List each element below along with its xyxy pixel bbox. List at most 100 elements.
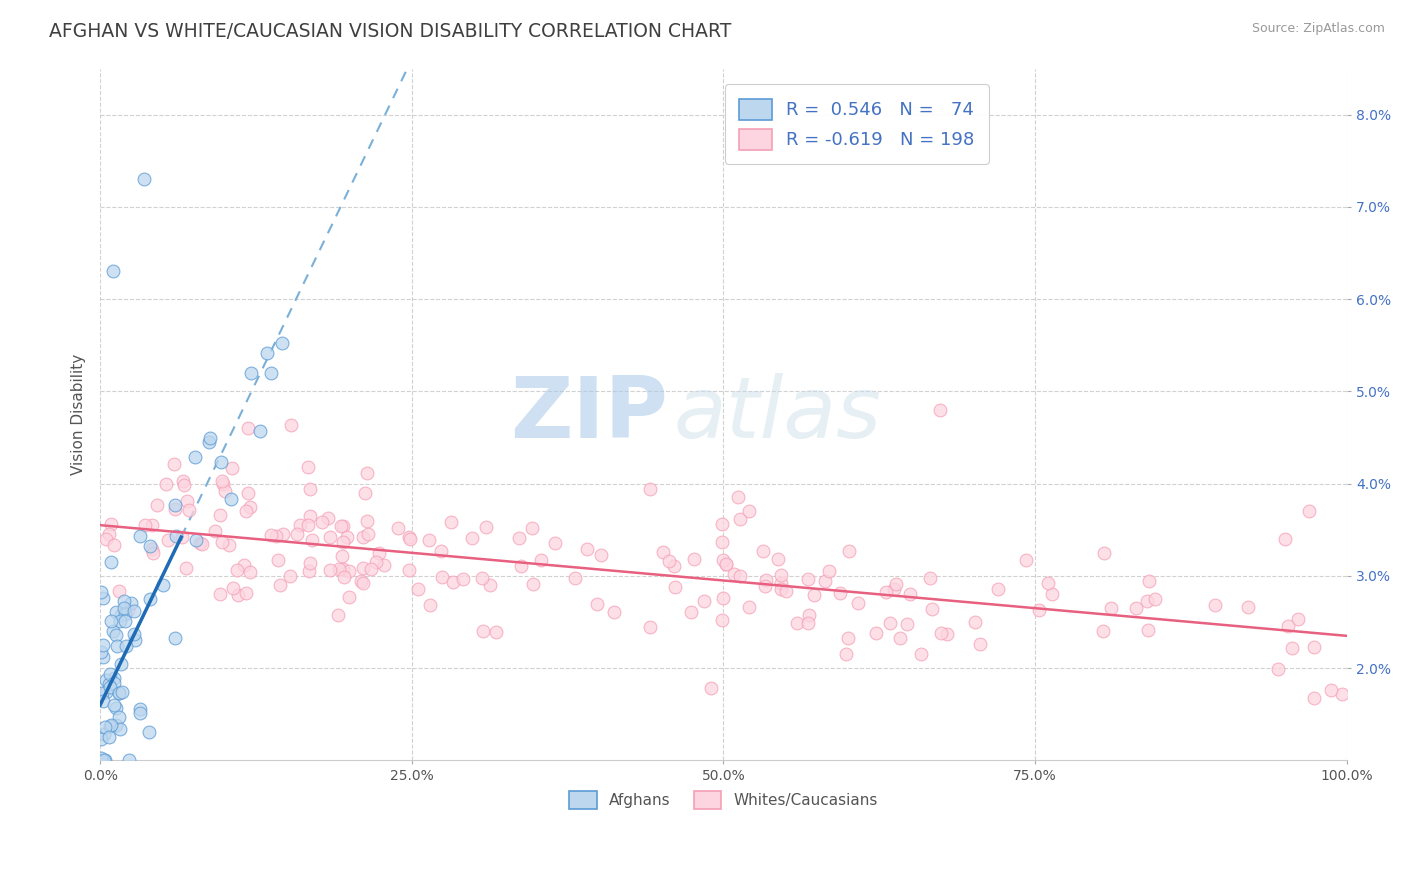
Point — [191, 537, 214, 551]
Point — [152, 577, 174, 591]
Point — [337, 564, 360, 578]
Point — [884, 577, 907, 591]
Point — [520, 521, 543, 535]
Text: AFGHAN VS WHITE/CAUCASIAN VISION DISABILITY CORRELATION CHART: AFGHAN VS WHITE/CAUCASIAN VISION DISABIL… — [49, 22, 731, 41]
Point — [1237, 599, 1260, 614]
Point — [1028, 602, 1050, 616]
Point — [172, 530, 194, 544]
Point — [723, 567, 745, 582]
Point — [93, 727, 115, 741]
Point — [337, 590, 360, 604]
Point — [299, 556, 322, 570]
Point — [508, 531, 530, 545]
Point — [176, 561, 198, 575]
Point — [90, 753, 112, 767]
Point — [896, 616, 918, 631]
Point — [1015, 553, 1038, 567]
Point — [865, 626, 887, 640]
Point — [1267, 662, 1289, 676]
Point — [356, 514, 378, 528]
Point — [441, 574, 464, 589]
Point — [110, 657, 132, 671]
Point — [330, 549, 353, 564]
Point — [280, 417, 302, 432]
Point — [236, 421, 259, 435]
Point — [212, 477, 235, 491]
Point — [90, 750, 112, 764]
Point — [112, 601, 135, 615]
Point — [267, 553, 290, 567]
Point — [786, 615, 808, 630]
Point — [478, 578, 501, 592]
Point — [129, 706, 152, 720]
Point — [98, 719, 121, 733]
Point — [91, 638, 114, 652]
Point — [835, 647, 858, 661]
Point — [111, 685, 134, 699]
Point — [769, 582, 792, 596]
Point — [352, 575, 374, 590]
Point — [883, 582, 905, 596]
Point — [107, 686, 129, 700]
Point — [1136, 623, 1159, 637]
Point — [711, 534, 734, 549]
Point — [239, 366, 262, 380]
Point — [969, 638, 991, 652]
Point — [139, 591, 162, 606]
Point — [107, 584, 129, 599]
Point — [1330, 687, 1353, 701]
Point — [235, 503, 257, 517]
Point — [332, 562, 354, 576]
Point — [233, 558, 256, 572]
Point — [114, 614, 136, 628]
Point — [209, 587, 232, 601]
Point — [222, 581, 245, 595]
Point — [738, 599, 761, 614]
Point — [297, 460, 319, 475]
Point — [679, 605, 702, 619]
Point — [485, 624, 508, 639]
Point — [332, 535, 354, 549]
Point — [1298, 504, 1320, 518]
Point — [114, 639, 136, 653]
Point — [398, 531, 420, 545]
Point — [797, 616, 820, 631]
Point — [638, 482, 661, 496]
Point — [91, 694, 114, 708]
Point — [332, 519, 354, 533]
Point — [710, 613, 733, 627]
Point — [235, 586, 257, 600]
Point — [828, 586, 851, 600]
Point — [188, 536, 211, 550]
Point — [1277, 619, 1299, 633]
Point — [204, 524, 226, 538]
Point — [589, 548, 612, 562]
Point — [714, 558, 737, 572]
Point — [184, 533, 207, 548]
Point — [1143, 592, 1166, 607]
Point — [879, 616, 901, 631]
Point — [700, 681, 723, 696]
Point — [603, 605, 626, 619]
Point — [165, 529, 187, 543]
Text: ZIP: ZIP — [509, 373, 668, 456]
Point — [889, 632, 911, 646]
Point — [328, 562, 350, 576]
Point — [104, 700, 127, 714]
Point — [163, 502, 186, 516]
Point — [214, 484, 236, 499]
Point — [103, 676, 125, 690]
Point — [108, 614, 131, 628]
Point — [1036, 576, 1059, 591]
Point — [209, 455, 232, 469]
Point — [576, 541, 599, 556]
Point — [728, 569, 751, 583]
Point — [226, 563, 249, 577]
Point — [360, 562, 382, 576]
Point — [91, 649, 114, 664]
Point — [198, 435, 221, 450]
Point — [921, 602, 943, 616]
Point — [1204, 599, 1226, 613]
Point — [93, 720, 115, 734]
Point — [120, 596, 142, 610]
